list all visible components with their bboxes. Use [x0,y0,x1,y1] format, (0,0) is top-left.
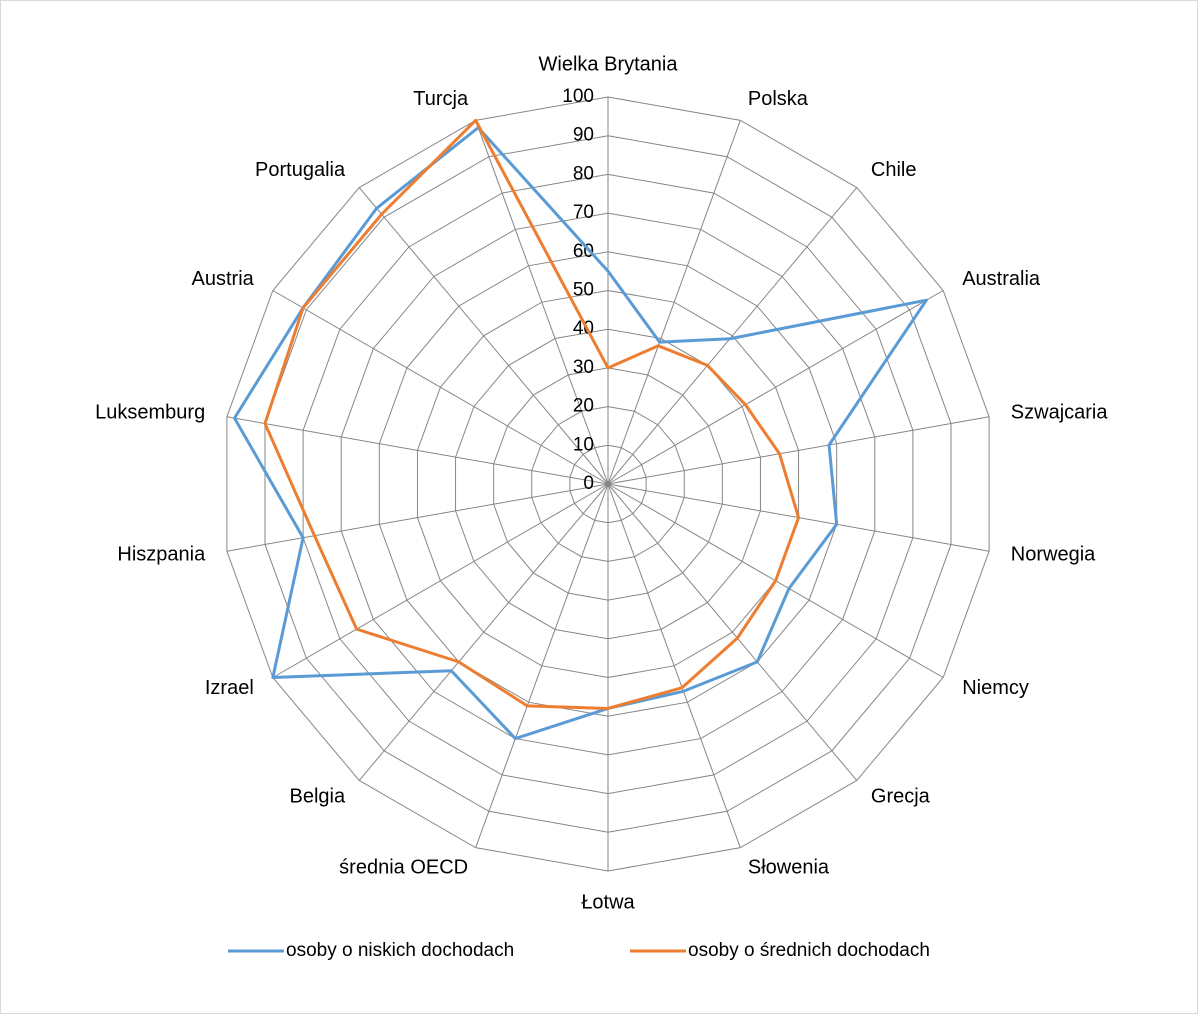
spoke [226,416,609,485]
category-label: Belgia [289,786,345,808]
spoke [607,120,741,485]
category-label: Łotwa [581,891,635,913]
spoke [475,120,609,485]
y-tick-label: 30 [573,357,594,378]
category-label: Słowenia [748,857,830,879]
category-label: Grecja [871,786,931,808]
category-label: Izrael [205,677,254,699]
y-tick-label: 50 [573,280,594,301]
y-tick-label: 90 [573,125,594,146]
category-label: Norwegia [1011,543,1096,565]
category-label: Australia [962,268,1041,290]
y-tick-label: 100 [562,86,594,107]
category-label: Hiszpania [117,543,206,565]
y-tick-label: 60 [573,241,594,262]
spoke [607,483,741,848]
y-tick-label: 70 [573,202,594,223]
category-label: średnia OECD [339,857,468,879]
category-label: Szwajcaria [1011,401,1109,423]
spoke [607,187,858,485]
category-label: Polska [748,88,809,110]
category-label: Chile [871,159,917,181]
category-label: Portugalia [255,159,346,181]
series-line [263,118,801,710]
y-tick-label: 0 [583,473,594,494]
y-tick-label: 10 [573,434,594,455]
category-label: Turcja [413,88,469,110]
spoke [607,483,858,781]
spoke [475,483,609,848]
spoke [226,483,609,552]
y-tick-label: 20 [573,396,594,417]
category-label: Wielka Brytania [539,53,679,75]
spoke [607,290,944,485]
spoke [272,483,609,678]
spoke [358,187,609,485]
spoke [272,290,609,485]
y-tick-label: 80 [573,163,594,184]
category-label: Austria [192,268,255,290]
category-label: Luksemburg [95,401,205,423]
spoke [607,416,990,485]
legend-label: osoby o niskich dochodach [286,940,514,961]
legend-label: osoby o średnich dochodach [688,940,930,961]
spoke [358,483,609,781]
category-label: Niemcy [962,677,1029,699]
